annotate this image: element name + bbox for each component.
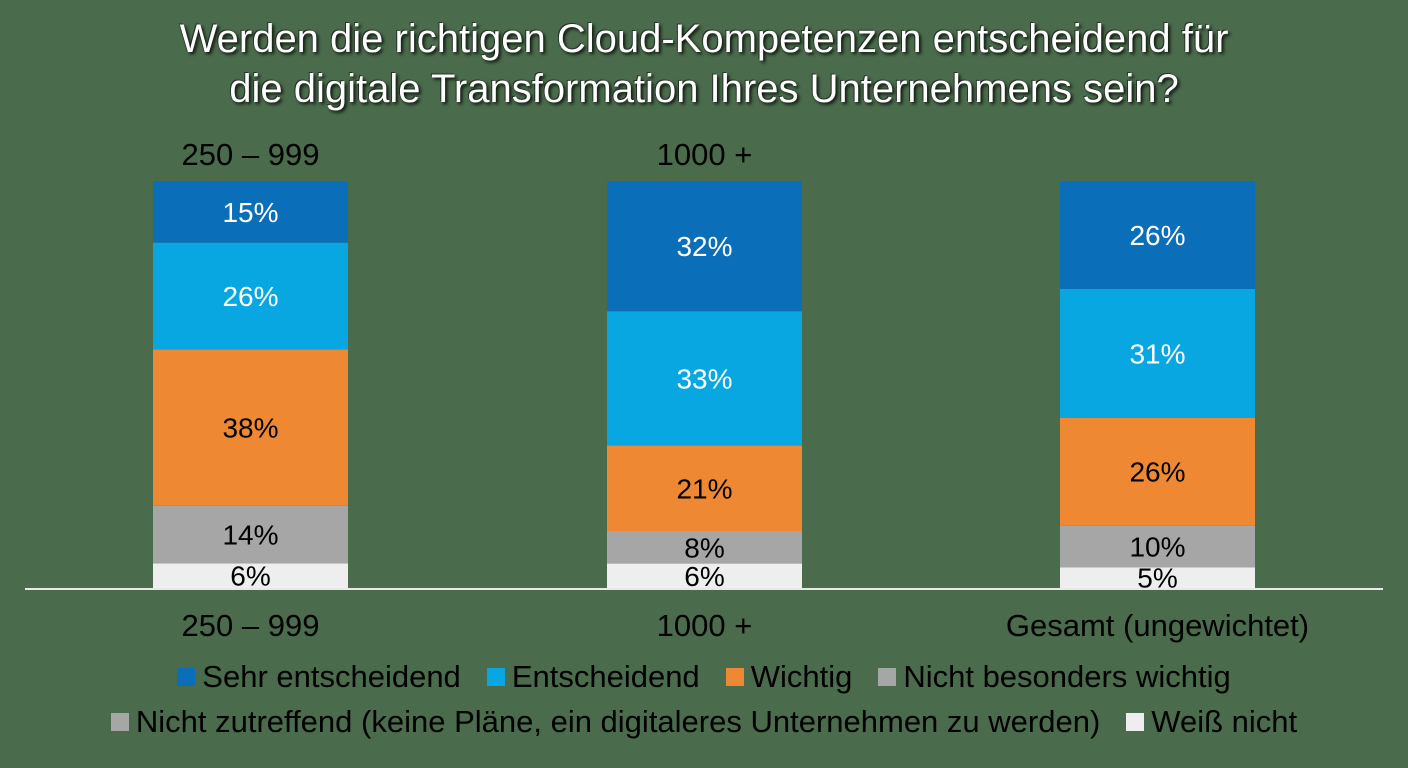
bar-segment-entscheidend-1: [153, 242, 348, 350]
legend-item-nicht-besonders-wichtig: Nicht besonders wichtig: [878, 659, 1231, 695]
legend-row-1: Sehr entscheidend Entscheidend Wichtig Nich…: [0, 655, 1408, 699]
legend-label: Weiß nicht: [1151, 704, 1298, 739]
chart-title-line-2: die digitale Transformation Ihres Untern…: [229, 67, 1179, 111]
legend-swatch: [725, 668, 744, 686]
data-label-wichtig-2: 21%: [676, 473, 732, 504]
data-label-nicht-besonders-wichtig-3: 10%: [1129, 531, 1185, 562]
legend-swatch: [110, 713, 129, 731]
bar-segment-wichtig-3: [1060, 417, 1255, 526]
data-label-wei-nicht-1: 6%: [230, 561, 270, 592]
legend-item-wichtig: Wichtig: [725, 659, 853, 695]
legend-swatch: [486, 668, 505, 686]
data-label-sehr-entscheidend-1: 15%: [222, 197, 278, 228]
data-label-entscheidend-2: 33%: [676, 363, 732, 394]
bar-segment-nicht-besonders-wichtig-2: [607, 531, 802, 564]
data-label-sehr-entscheidend-2: 32%: [676, 231, 732, 262]
bar-segment-wei-nicht-2: [607, 563, 802, 588]
legend-label: Entscheidend: [511, 659, 700, 694]
category-label-2: 1000 +: [657, 608, 753, 643]
legend-item-wei-nicht: Weiß nicht: [1126, 704, 1297, 740]
bar-segment-wei-nicht-3: [1060, 567, 1255, 588]
bar-top-label-2: 1000 +: [657, 137, 753, 172]
legend-label: Wichtig: [750, 659, 853, 694]
legend-item-entscheidend: Entscheidend: [486, 659, 700, 695]
data-label-wichtig-3: 26%: [1129, 457, 1185, 488]
bar-segment-nicht-besonders-wichtig-1: [153, 505, 348, 564]
data-label-entscheidend-3: 31%: [1129, 338, 1185, 369]
bar-segment-wei-nicht-1: [153, 563, 348, 588]
data-label-wichtig-1: 38%: [222, 413, 278, 444]
legend-swatch: [1126, 713, 1145, 731]
bar-segment-sehr-entscheidend-1: [153, 181, 348, 243]
legend-item-nicht-zutreffend-keine-pl-ne-ein-digitaleres-unternehmen-zu-werden: Nicht zutreffend (keine Pläne, ein digit…: [110, 704, 1101, 740]
bar-segment-sehr-entscheidend-2: [607, 181, 802, 312]
bar-segment-wichtig-2: [607, 445, 802, 532]
data-label-entscheidend-1: 26%: [222, 281, 278, 312]
bar-segment-sehr-entscheidend-3: [1060, 181, 1255, 289]
data-label-wei-nicht-2: 6%: [684, 561, 724, 592]
legend-swatch: [177, 668, 196, 686]
legend-label: Nicht besonders wichtig: [903, 659, 1231, 694]
bar-segment-entscheidend-2: [607, 311, 802, 446]
data-label-sehr-entscheidend-3: 26%: [1129, 220, 1185, 251]
chart-title: Werden die richtigen Cloud-Kompetenzen e…: [0, 14, 1408, 114]
bar-segment-wichtig-1: [153, 349, 348, 506]
legend-swatch: [878, 668, 897, 686]
bar-segment-entscheidend-3: [1060, 288, 1255, 418]
legend-label: Sehr entscheidend: [202, 659, 461, 694]
data-label-wei-nicht-3: 5%: [1137, 563, 1177, 594]
category-label-1: 250 – 999: [182, 608, 320, 643]
data-label-nicht-besonders-wichtig-1: 14%: [222, 520, 278, 551]
chart-title-line-1: Werden die richtigen Cloud-Kompetenzen e…: [179, 17, 1229, 61]
legend-item-sehr-entscheidend: Sehr entscheidend: [177, 659, 461, 695]
bar-segment-nicht-besonders-wichtig-3: [1060, 525, 1255, 568]
legend-row-2: Nicht zutreffend (keine Pläne, ein digit…: [0, 700, 1408, 744]
category-label-3: Gesamt (ungewichtet): [1006, 608, 1309, 643]
legend-label: Nicht zutreffend (keine Pläne, ein digit…: [135, 704, 1101, 739]
data-label-nicht-besonders-wichtig-2: 8%: [684, 532, 724, 563]
bar-top-label-1: 250 – 999: [182, 137, 320, 172]
